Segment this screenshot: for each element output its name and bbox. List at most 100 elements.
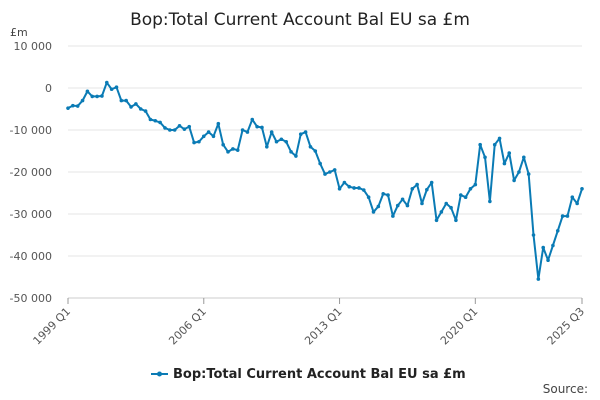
data-point[interactable]: [395, 203, 400, 208]
data-point[interactable]: [488, 199, 492, 204]
data-point[interactable]: [502, 161, 507, 166]
data-point[interactable]: [507, 151, 512, 155]
data-point[interactable]: [400, 197, 405, 202]
data-point[interactable]: [386, 193, 390, 197]
data-point[interactable]: [318, 161, 322, 166]
data-point[interactable]: [235, 148, 240, 152]
data-point[interactable]: [376, 204, 381, 209]
data-point[interactable]: [492, 142, 497, 147]
data-point[interactable]: [429, 180, 434, 185]
data-point[interactable]: [463, 195, 468, 199]
data-point[interactable]: [201, 134, 206, 139]
data-point[interactable]: [226, 150, 230, 154]
data-point[interactable]: [114, 85, 119, 89]
data-point[interactable]: [420, 201, 424, 206]
data-point[interactable]: [546, 258, 550, 263]
data-point[interactable]: [468, 187, 473, 191]
data-point[interactable]: [473, 182, 478, 187]
data-point[interactable]: [95, 94, 99, 99]
data-point[interactable]: [206, 130, 211, 134]
data-point[interactable]: [444, 201, 449, 206]
data-point[interactable]: [197, 139, 201, 144]
data-point[interactable]: [231, 147, 235, 151]
data-point[interactable]: [71, 103, 75, 108]
data-point[interactable]: [332, 168, 337, 172]
data-point[interactable]: [512, 178, 516, 183]
data-point[interactable]: [177, 124, 182, 128]
data-point[interactable]: [134, 102, 138, 106]
data-point[interactable]: [371, 210, 376, 214]
data-point[interactable]: [303, 130, 308, 134]
data-point[interactable]: [405, 203, 410, 208]
data-point[interactable]: [357, 186, 361, 190]
data-point[interactable]: [439, 210, 444, 214]
data-point[interactable]: [269, 130, 274, 134]
data-point[interactable]: [328, 170, 332, 174]
data-point[interactable]: [361, 188, 366, 192]
data-point[interactable]: [298, 132, 303, 136]
legend[interactable]: Bop:Total Current Account Bal EU sa £m: [151, 367, 466, 382]
data-point[interactable]: [245, 130, 250, 134]
data-point[interactable]: [216, 121, 221, 126]
data-point[interactable]: [522, 155, 526, 160]
data-point[interactable]: [158, 120, 162, 125]
data-point[interactable]: [517, 170, 521, 174]
data-point[interactable]: [526, 172, 531, 176]
data-point[interactable]: [366, 195, 371, 199]
data-point[interactable]: [109, 87, 114, 92]
data-point[interactable]: [221, 142, 225, 147]
data-point[interactable]: [478, 142, 482, 147]
data-point[interactable]: [192, 140, 196, 145]
data-point[interactable]: [148, 117, 153, 122]
data-point[interactable]: [153, 118, 158, 123]
data-point[interactable]: [119, 98, 124, 103]
data-point[interactable]: [274, 139, 279, 144]
data-point[interactable]: [172, 128, 177, 132]
data-point[interactable]: [85, 89, 90, 94]
data-point[interactable]: [100, 94, 104, 98]
data-point[interactable]: [279, 137, 284, 142]
data-point[interactable]: [80, 98, 85, 103]
data-point[interactable]: [250, 117, 255, 122]
data-point[interactable]: [240, 128, 245, 132]
data-point[interactable]: [483, 155, 487, 160]
data-point[interactable]: [454, 218, 458, 223]
data-point[interactable]: [570, 195, 575, 199]
data-point[interactable]: [560, 214, 565, 218]
data-point[interactable]: [187, 124, 192, 129]
data-point[interactable]: [289, 150, 293, 154]
data-point[interactable]: [308, 145, 313, 149]
data-point[interactable]: [497, 136, 502, 141]
data-point[interactable]: [143, 109, 148, 113]
data-point[interactable]: [124, 98, 128, 103]
data-point[interactable]: [391, 214, 395, 218]
data-point[interactable]: [66, 106, 70, 110]
data-point[interactable]: [90, 94, 95, 99]
data-point[interactable]: [211, 134, 216, 139]
data-point[interactable]: [347, 184, 352, 189]
data-point[interactable]: [138, 107, 143, 111]
data-point[interactable]: [75, 104, 80, 108]
data-point[interactable]: [410, 187, 415, 191]
data-point[interactable]: [294, 154, 298, 158]
data-point[interactable]: [323, 172, 327, 176]
data-point[interactable]: [337, 187, 342, 191]
data-point[interactable]: [536, 277, 541, 281]
data-point[interactable]: [575, 201, 579, 206]
data-point[interactable]: [541, 245, 546, 250]
data-point[interactable]: [260, 125, 264, 130]
data-point[interactable]: [129, 105, 133, 109]
data-point[interactable]: [352, 186, 356, 190]
data-point[interactable]: [313, 149, 318, 153]
data-point[interactable]: [255, 124, 259, 129]
data-point[interactable]: [168, 128, 172, 132]
data-point[interactable]: [551, 243, 555, 248]
data-point[interactable]: [434, 218, 439, 223]
data-point[interactable]: [531, 233, 536, 237]
data-point[interactable]: [163, 126, 167, 130]
data-point[interactable]: [580, 187, 584, 191]
data-point[interactable]: [449, 205, 453, 210]
data-point[interactable]: [555, 229, 560, 233]
data-point[interactable]: [415, 182, 419, 187]
data-point[interactable]: [425, 187, 429, 192]
